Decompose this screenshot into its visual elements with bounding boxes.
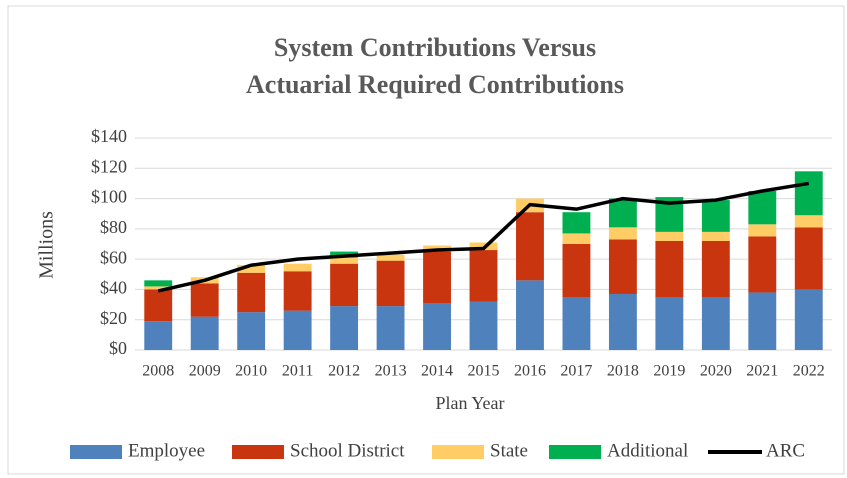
x-tick-label: 2011 (282, 363, 313, 380)
bar-segment (376, 254, 405, 261)
bar-segment (608, 227, 637, 240)
bar-segment (701, 200, 730, 232)
bar-segment (516, 212, 544, 281)
bar-segment (144, 286, 173, 290)
y-tick-label: $20 (100, 308, 127, 328)
x-tick-label: 2012 (328, 363, 360, 380)
y-tick-label: $80 (100, 217, 127, 237)
bar-segment (237, 312, 266, 350)
bar-segment (330, 306, 359, 350)
bar-segment (701, 297, 730, 350)
x-tick-label: 2021 (746, 363, 778, 380)
x-tick-label: 2010 (235, 363, 267, 380)
y-tick-label: $40 (100, 278, 127, 298)
x-tick-label: 2014 (421, 363, 453, 380)
bar-segment (190, 316, 219, 350)
x-tick-label: 2020 (700, 363, 732, 380)
bar-segment (748, 236, 777, 293)
bar-segment (794, 227, 823, 290)
bar-segment (283, 271, 312, 311)
bar-segment (237, 265, 266, 273)
x-tick-label: 2015 (468, 363, 500, 380)
x-tick-label: 2009 (189, 363, 221, 380)
y-tick-label: $140 (91, 126, 127, 146)
bar-segment (748, 292, 777, 350)
bar-segment (701, 240, 730, 297)
line (157, 181, 810, 293)
bar-segment (655, 231, 684, 241)
bar-segment (144, 321, 173, 350)
bar-segment (655, 297, 684, 350)
y-tick-label: $60 (100, 247, 127, 267)
bar-segment (562, 244, 591, 297)
bar-segment (748, 191, 777, 225)
legend-label: Employee (128, 440, 205, 461)
bar-segment (701, 231, 730, 241)
bar-segment (562, 233, 591, 244)
y-tick-label: $120 (91, 156, 127, 176)
chart-title: System Contributions Versus (274, 33, 596, 62)
bar-segment (376, 306, 405, 350)
bar-segment (608, 198, 637, 228)
bar-segment (748, 224, 777, 237)
chart-title: Actuarial Required Contributions (246, 70, 624, 99)
bar-segment (794, 171, 823, 216)
bar-segment (469, 301, 498, 350)
legend-label: Additional (607, 440, 688, 461)
bar-segment (469, 250, 498, 302)
x-tick-label: 2013 (375, 363, 407, 380)
x-tick-label: 2008 (142, 363, 174, 380)
y-axis-label: Millions (36, 211, 58, 279)
bar-segment (608, 239, 637, 294)
x-tick-label: 2019 (653, 363, 685, 380)
bar-segment (423, 303, 451, 350)
bar-segment (608, 293, 637, 350)
bar-segment (144, 289, 173, 322)
bar-segment (330, 263, 359, 307)
legend-label: State (490, 440, 528, 461)
bar-segment (655, 240, 684, 297)
y-tick-label: $100 (91, 187, 127, 207)
bar-segment (376, 260, 405, 307)
legend-label: ARC (766, 440, 805, 461)
y-tick-label: $0 (109, 338, 127, 358)
x-tick-label: 2016 (514, 363, 546, 380)
legend-swatch (432, 445, 484, 459)
bar-segment (562, 297, 591, 350)
legend-label: School District (290, 440, 405, 461)
bar-segment (794, 215, 823, 228)
x-tick-label: 2022 (793, 363, 825, 380)
legend-swatch (549, 445, 601, 459)
bar-segment (283, 310, 312, 350)
bar-segment (283, 263, 312, 272)
bar-segment (562, 212, 591, 234)
bar-segment (190, 283, 219, 317)
bar-segment (516, 280, 544, 350)
legend-swatch (232, 445, 284, 459)
x-axis-label: Plan Year (435, 393, 504, 413)
x-tick-label: 2017 (560, 363, 592, 380)
bar-segment (330, 257, 359, 264)
bar-segment (144, 280, 173, 287)
x-tick-label: 2018 (607, 363, 639, 380)
bar-segment (237, 272, 266, 313)
bar-segment (794, 289, 823, 350)
bar-segment (423, 251, 451, 304)
legend-swatch (70, 445, 122, 459)
